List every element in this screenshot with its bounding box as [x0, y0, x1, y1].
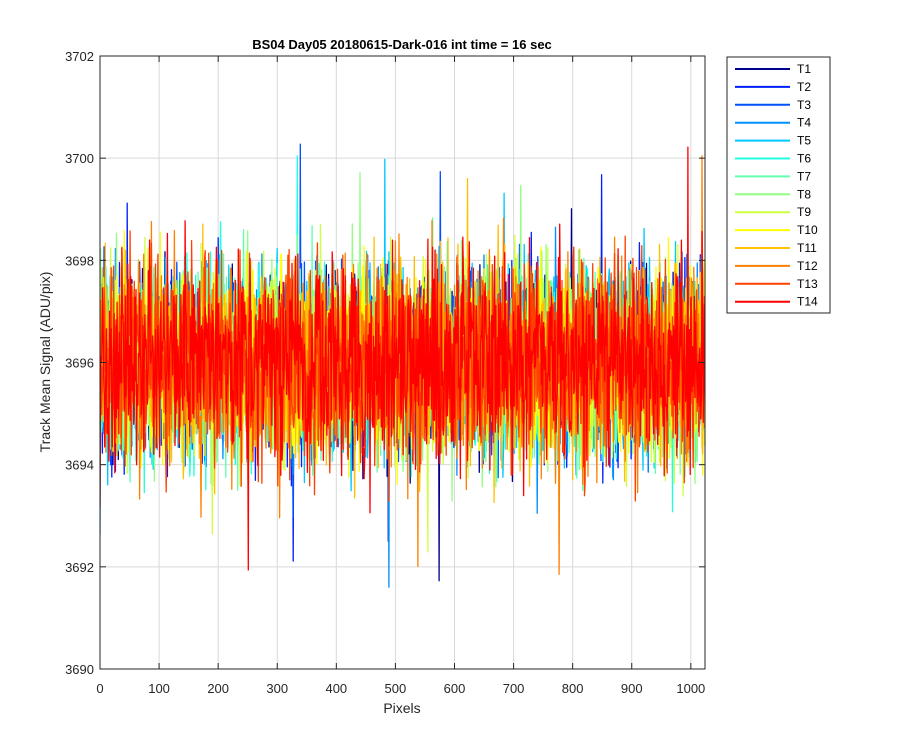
y-tick-label: 3700 — [65, 151, 94, 166]
x-tick-label: 500 — [385, 681, 407, 696]
chart-title: BS04 Day05 20180615-Dark-016 int time = … — [252, 37, 552, 52]
legend-label-t13: T13 — [797, 277, 818, 291]
x-axis-label: Pixels — [383, 700, 420, 716]
x-tick-label: 300 — [266, 681, 288, 696]
x-tick-label: 400 — [325, 681, 347, 696]
legend-label-t9: T9 — [797, 205, 811, 219]
axis-ticks — [99, 55, 705, 670]
legend-label-t12: T12 — [797, 259, 818, 273]
legend-label-t10: T10 — [797, 223, 818, 237]
legend-label-t11: T11 — [797, 241, 817, 255]
x-tick-label: 600 — [444, 681, 466, 696]
x-tick-label: 800 — [562, 681, 584, 696]
legend-label-t5: T5 — [797, 134, 811, 148]
legend: T1 T2 T3 T4 T5 T6 T7 T8 T9 T10 T11 T12 T13 T14 — [726, 56, 831, 314]
legend-label-t2: T2 — [797, 80, 811, 94]
x-tick-label: 900 — [621, 681, 643, 696]
y-tick-label: 3696 — [65, 356, 94, 371]
x-tick-label: 0 — [96, 681, 103, 696]
legend-items: T1 T2 T3 T4 T5 T6 T7 T8 T9 T10 T11 T12 T13 T14 — [735, 62, 818, 309]
legend-label-t3: T3 — [797, 98, 811, 112]
y-tick-label: 3698 — [65, 253, 94, 268]
legend-label-t14: T14 — [797, 295, 818, 309]
y-axis-label: Track Mean Signal (ADU/pix) — [37, 272, 53, 453]
y-tick-label: 3702 — [65, 49, 94, 64]
legend-label-t7: T7 — [797, 169, 811, 183]
series-line-t14 — [100, 146, 705, 571]
y-tick-label: 3694 — [65, 458, 94, 473]
y-tick-labels: 3690 3692 3694 3696 3698 3700 3702 — [65, 49, 94, 677]
x-tick-labels: 0 100 200 300 400 500 600 700 800 900 1000 — [96, 681, 705, 696]
x-tick-label: 1000 — [676, 681, 705, 696]
legend-box — [726, 56, 831, 314]
x-tick-label: 100 — [148, 681, 170, 696]
series-group — [100, 143, 705, 588]
y-tick-label: 3692 — [65, 560, 94, 575]
legend-label-t4: T4 — [797, 116, 811, 130]
x-tick-label: 200 — [207, 681, 229, 696]
y-tick-label: 3690 — [65, 662, 94, 677]
legend-label-t6: T6 — [797, 152, 811, 166]
legend-label-t8: T8 — [797, 187, 811, 201]
x-tick-label: 700 — [503, 681, 525, 696]
legend-label-t1: T1 — [797, 62, 811, 76]
